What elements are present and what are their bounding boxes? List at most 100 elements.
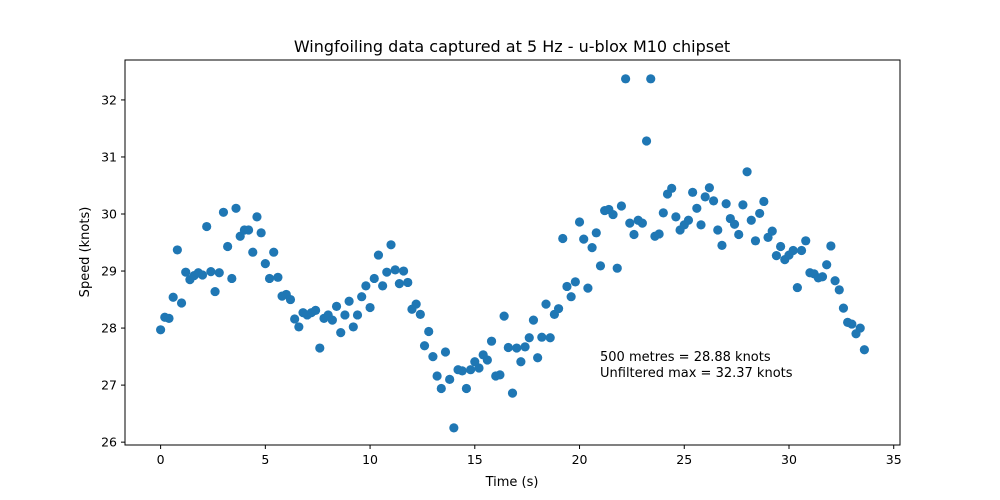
data-point [583, 283, 593, 293]
data-point [264, 273, 275, 284]
data-point [533, 353, 543, 363]
data-point [847, 319, 857, 329]
data-point [742, 167, 752, 177]
x-tick-label: 20 [572, 452, 588, 467]
data-point [311, 305, 321, 315]
data-point [445, 374, 455, 385]
data-point [595, 261, 606, 271]
y-axis-ticks: 26 27 28 29 30 31 32 [101, 92, 125, 450]
data-point [708, 196, 719, 206]
annotation-500m: 500 metres = 28.88 knots [600, 350, 771, 365]
x-tick-label: 25 [676, 452, 692, 467]
data-point [327, 315, 337, 325]
data-point [658, 208, 668, 218]
data-point [696, 220, 706, 230]
data-point [474, 363, 484, 373]
data-point [390, 265, 400, 275]
data-point [717, 240, 727, 250]
data-point [801, 236, 811, 246]
x-tick-label: 10 [362, 452, 378, 467]
data-point [336, 328, 346, 338]
data-point [461, 383, 472, 394]
data-point [541, 299, 551, 309]
data-point [181, 267, 191, 277]
data-point [436, 383, 446, 394]
data-point [759, 196, 769, 207]
data-point [612, 263, 622, 273]
data-point [482, 355, 492, 365]
data-point [210, 286, 220, 297]
data-point [273, 272, 283, 282]
data-point [252, 212, 262, 222]
data-point [176, 298, 187, 308]
data-point [495, 370, 505, 380]
data-point [591, 228, 601, 238]
data-point [202, 221, 212, 232]
data-point [214, 268, 224, 278]
x-tick-label: 15 [467, 452, 483, 467]
y-tick-label: 27 [101, 378, 117, 393]
data-point [579, 234, 589, 244]
data-point [616, 201, 627, 211]
data-point [792, 282, 802, 293]
data-point [357, 292, 367, 302]
data-point [566, 292, 576, 302]
data-point [608, 209, 618, 220]
data-point [570, 277, 580, 287]
y-tick-label: 26 [101, 435, 117, 450]
data-point [822, 260, 832, 270]
data-point [466, 365, 476, 375]
data-point [830, 276, 840, 286]
data-point [721, 199, 731, 209]
data-point [164, 313, 174, 323]
annotation-max: Unfiltered max = 32.37 knots [600, 366, 793, 381]
x-tick-label: 5 [261, 452, 269, 467]
data-point [524, 333, 534, 343]
y-tick-label: 32 [101, 92, 117, 107]
data-point [340, 310, 350, 320]
data-point [507, 388, 518, 398]
data-point [700, 192, 710, 202]
y-tick-label: 29 [101, 264, 117, 279]
data-point [625, 218, 635, 228]
data-point [197, 270, 208, 280]
data-point [373, 250, 384, 260]
data-point [344, 296, 354, 306]
data-point [629, 229, 639, 240]
data-point [419, 341, 430, 351]
data-point [750, 236, 761, 246]
data-point [734, 229, 744, 240]
data-point [168, 292, 178, 302]
data-point [826, 241, 836, 251]
data-points [156, 74, 869, 433]
data-point [331, 301, 342, 311]
data-point [553, 304, 564, 314]
data-point [260, 259, 270, 269]
data-point [156, 325, 166, 335]
data-point [528, 315, 539, 325]
data-point [352, 310, 363, 320]
data-point [512, 343, 522, 353]
data-point [558, 233, 568, 244]
data-point [738, 200, 748, 210]
data-point [796, 245, 807, 256]
data-point [667, 183, 677, 193]
data-point [172, 245, 182, 255]
data-point [767, 226, 777, 236]
data-point [859, 345, 869, 355]
data-point [218, 207, 229, 217]
data-point [386, 240, 396, 250]
data-point [641, 136, 652, 146]
data-point [315, 343, 325, 353]
data-point [838, 303, 849, 313]
data-point [688, 187, 698, 197]
data-point [562, 281, 572, 292]
x-tick-label: 35 [886, 452, 902, 467]
data-point [574, 217, 585, 227]
data-point [771, 251, 782, 261]
y-tick-label: 28 [101, 321, 117, 336]
data-point [499, 311, 509, 321]
data-point [432, 371, 442, 381]
data-point [231, 203, 241, 213]
